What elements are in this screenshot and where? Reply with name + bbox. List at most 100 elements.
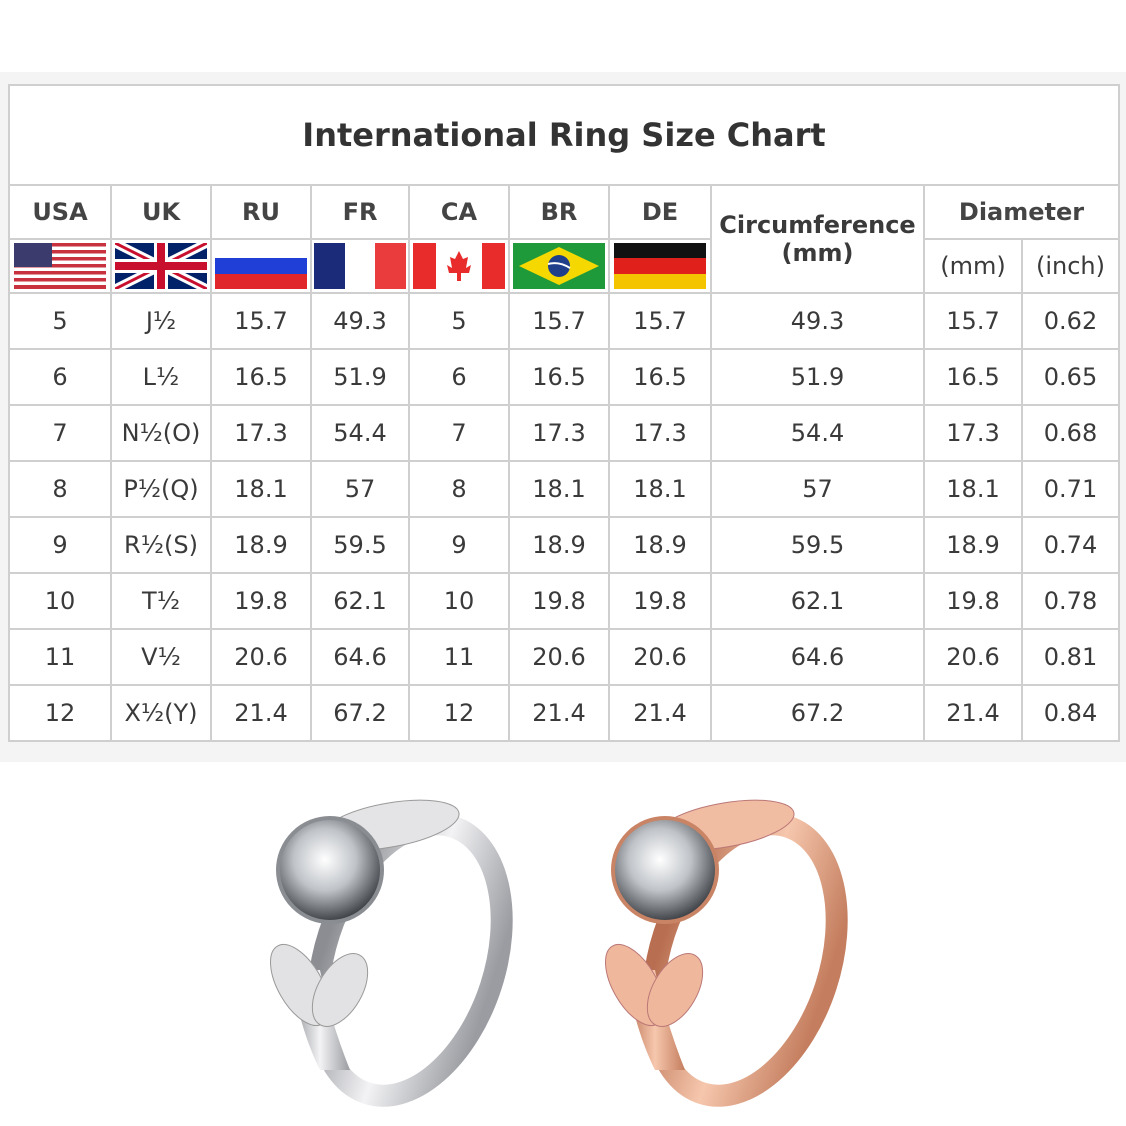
cell-de: 18.1 (608, 460, 712, 518)
cell-diameter-mm: 17.3 (923, 404, 1023, 462)
cell-circumference: 57 (710, 460, 925, 518)
cell-diameter-mm: 20.6 (923, 628, 1023, 686)
cell-de: 15.7 (608, 292, 712, 350)
cell-br: 21.4 (508, 684, 610, 742)
cell-usa: 10 (8, 572, 112, 630)
cell-ca: 9 (408, 516, 510, 574)
cell-circumference: 62.1 (710, 572, 925, 630)
header-diameter: Diameter (923, 184, 1120, 240)
cell-uk: R½(S) (110, 516, 212, 574)
silver-ring-image (270, 799, 513, 1107)
header-diameter-mm: (mm) (923, 238, 1023, 294)
cell-ca: 11 (408, 628, 510, 686)
cell-de: 16.5 (608, 348, 712, 406)
table-row: 11 V½ 20.6 64.6 11 20.6 20.6 64.6 20.6 0.81 (8, 628, 1120, 686)
header-de: DE (608, 184, 712, 240)
cell-br: 16.5 (508, 348, 610, 406)
header-fr: FR (310, 184, 410, 240)
table-row: 8 P½(Q) 18.1 57 8 18.1 18.1 57 18.1 0.71 (8, 460, 1120, 518)
cell-br: 19.8 (508, 572, 610, 630)
cell-fr: 59.5 (310, 516, 410, 574)
cell-ca: 8 (408, 460, 510, 518)
circumference-unit: (mm) (781, 239, 854, 267)
header-diameter-inch: (inch) (1021, 238, 1120, 294)
cell-de: 18.9 (608, 516, 712, 574)
canada-flag-icon (413, 243, 505, 289)
ring-product-images (270, 799, 848, 1107)
cell-usa: 12 (8, 684, 112, 742)
ring-size-table: International Ring Size Chart USA UK RU … (8, 84, 1120, 742)
header-br: BR (508, 184, 610, 240)
cell-ru: 16.5 (210, 348, 312, 406)
cell-de: 17.3 (608, 404, 712, 462)
cell-ru: 15.7 (210, 292, 312, 350)
cell-uk: P½(Q) (110, 460, 212, 518)
cell-ru: 19.8 (210, 572, 312, 630)
cell-ru: 17.3 (210, 404, 312, 462)
cell-diameter-inch: 0.68 (1021, 404, 1120, 462)
cell-diameter-inch: 0.74 (1021, 516, 1120, 574)
cell-diameter-mm: 21.4 (923, 684, 1023, 742)
header-circumference: Circumference (mm) (710, 184, 925, 294)
cell-uk: T½ (110, 572, 212, 630)
cell-diameter-inch: 0.65 (1021, 348, 1120, 406)
cell-ca: 10 (408, 572, 510, 630)
cell-circumference: 67.2 (710, 684, 925, 742)
cell-ca: 5 (408, 292, 510, 350)
cell-de: 20.6 (608, 628, 712, 686)
cell-circumference: 49.3 (710, 292, 925, 350)
cell-circumference: 64.6 (710, 628, 925, 686)
cell-ca: 12 (408, 684, 510, 742)
cell-diameter-mm: 16.5 (923, 348, 1023, 406)
cell-diameter-inch: 0.62 (1021, 292, 1120, 350)
cell-br: 20.6 (508, 628, 610, 686)
cell-usa: 8 (8, 460, 112, 518)
cell-diameter-inch: 0.84 (1021, 684, 1120, 742)
table-row: 12 X½(Y) 21.4 67.2 12 21.4 21.4 67.2 21.4 0.84 (8, 684, 1120, 742)
header-ca: CA (408, 184, 510, 240)
cell-br: 18.1 (508, 460, 610, 518)
cell-ru: 21.4 (210, 684, 312, 742)
cell-fr: 54.4 (310, 404, 410, 462)
cell-fr: 64.6 (310, 628, 410, 686)
brazil-flag-icon (513, 243, 605, 289)
cell-fr: 57 (310, 460, 410, 518)
table-row: 7 N½(O) 17.3 54.4 7 17.3 17.3 54.4 17.3 0.68 (8, 404, 1120, 462)
cell-ru: 20.6 (210, 628, 312, 686)
cell-diameter-mm: 18.9 (923, 516, 1023, 574)
table-row: 9 R½(S) 18.9 59.5 9 18.9 18.9 59.5 18.9 0.74 (8, 516, 1120, 574)
table-row: 5 J½ 15.7 49.3 5 15.7 15.7 49.3 15.7 0.62 (8, 292, 1120, 350)
cell-usa: 6 (8, 348, 112, 406)
cell-ru: 18.9 (210, 516, 312, 574)
circumference-label: Circumference (719, 211, 916, 239)
france-flag-icon (314, 243, 406, 289)
cell-uk: N½(O) (110, 404, 212, 462)
chart-title: International Ring Size Chart (8, 84, 1120, 186)
cell-usa: 5 (8, 292, 112, 350)
cell-usa: 9 (8, 516, 112, 574)
cell-de: 21.4 (608, 684, 712, 742)
cell-ca: 7 (408, 404, 510, 462)
cell-uk: X½(Y) (110, 684, 212, 742)
germany-flag-icon (614, 243, 706, 289)
rose-gold-ring-image (605, 799, 848, 1107)
cell-fr: 62.1 (310, 572, 410, 630)
cell-br: 17.3 (508, 404, 610, 462)
cell-fr: 67.2 (310, 684, 410, 742)
cell-circumference: 59.5 (710, 516, 925, 574)
cell-br: 18.9 (508, 516, 610, 574)
ring-size-chart: International Ring Size Chart USA UK RU … (0, 72, 1126, 762)
cell-br: 15.7 (508, 292, 610, 350)
cell-circumference: 51.9 (710, 348, 925, 406)
cell-diameter-mm: 18.1 (923, 460, 1023, 518)
usa-flag-icon (14, 243, 106, 289)
cell-uk: J½ (110, 292, 212, 350)
header-ru: RU (210, 184, 312, 240)
cell-diameter-mm: 19.8 (923, 572, 1023, 630)
cell-fr: 49.3 (310, 292, 410, 350)
header-uk: UK (110, 184, 212, 240)
cell-usa: 11 (8, 628, 112, 686)
cell-diameter-inch: 0.81 (1021, 628, 1120, 686)
russia-flag-icon (215, 243, 307, 289)
cell-uk: V½ (110, 628, 212, 686)
